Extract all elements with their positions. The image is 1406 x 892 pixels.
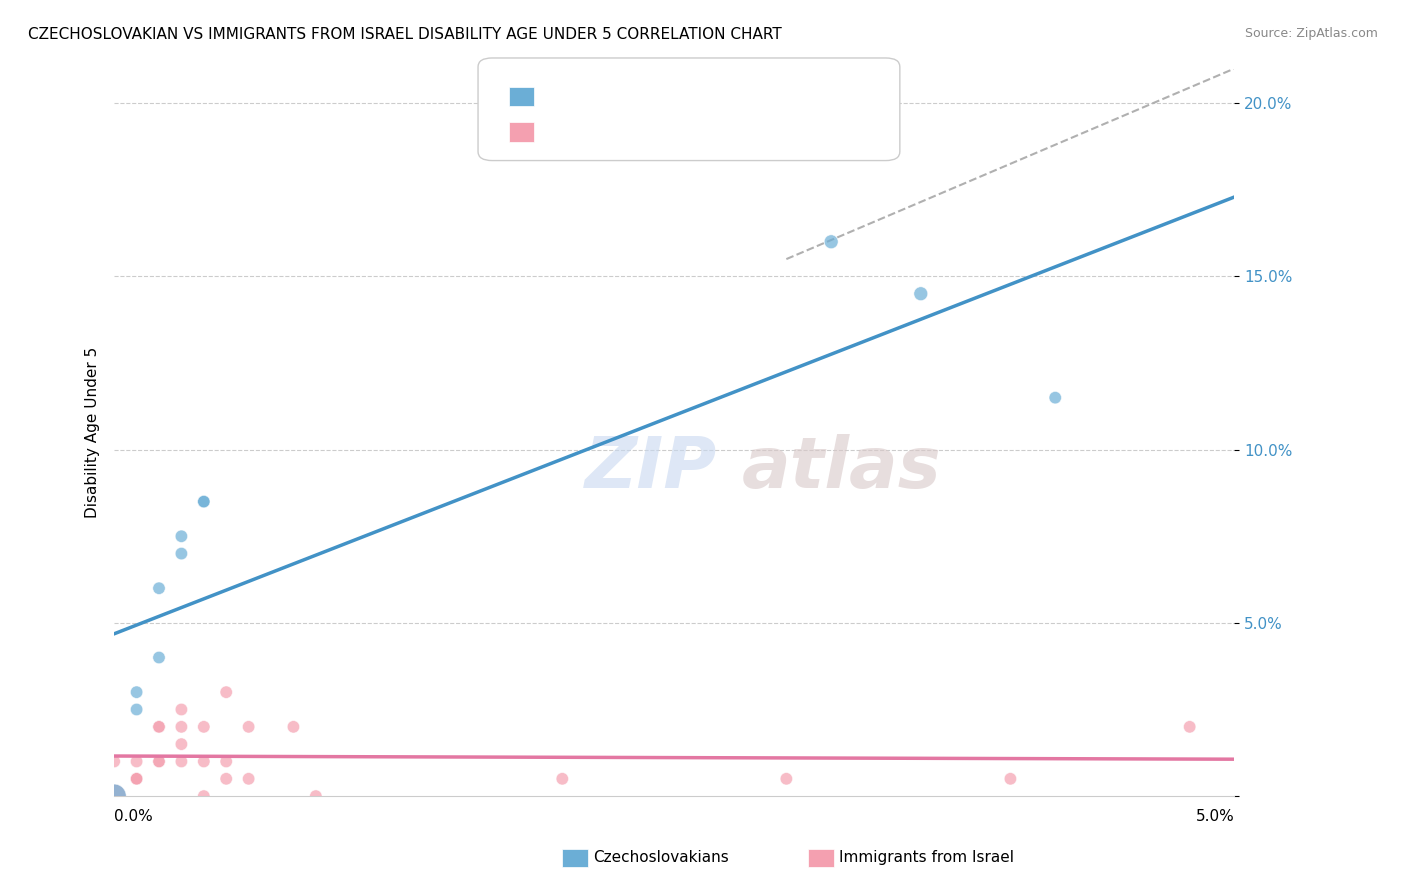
Point [193, 789, 215, 804]
Point [125, 772, 148, 786]
Text: CZECHOSLOVAKIAN VS IMMIGRANTS FROM ISRAEL DISABILITY AGE UNDER 5 CORRELATION CHA: CZECHOSLOVAKIAN VS IMMIGRANTS FROM ISRAE… [28, 27, 782, 42]
Point [148, 720, 170, 734]
Point [170, 755, 193, 769]
Point [193, 755, 215, 769]
Point [215, 772, 238, 786]
Text: 0.0%: 0.0% [114, 809, 153, 824]
Point [170, 702, 193, 716]
Point [125, 772, 148, 786]
Point [775, 772, 797, 786]
Point [170, 737, 193, 751]
Point [170, 720, 193, 734]
Point [125, 685, 148, 699]
Text: R = -0.174   N = 28: R = -0.174 N = 28 [540, 124, 690, 138]
Text: Source: ZipAtlas.com: Source: ZipAtlas.com [1244, 27, 1378, 40]
Point [148, 755, 170, 769]
Text: Immigrants from Israel: Immigrants from Israel [839, 850, 1014, 864]
Point [238, 772, 260, 786]
Point [103, 789, 125, 804]
Point [238, 720, 260, 734]
Point [125, 755, 148, 769]
Point [103, 789, 125, 804]
Point [910, 286, 932, 301]
Point [103, 755, 125, 769]
Text: 5.0%: 5.0% [1195, 809, 1234, 824]
Point [820, 235, 842, 249]
Point [170, 529, 193, 543]
Text: ZIP: ZIP [585, 434, 717, 503]
Point [1000, 772, 1022, 786]
Point [1045, 391, 1067, 405]
Point [148, 581, 170, 595]
Point [215, 755, 238, 769]
Point [551, 772, 574, 786]
Point [125, 702, 148, 716]
Point [125, 772, 148, 786]
Point [170, 547, 193, 561]
Point [305, 789, 328, 804]
Point [148, 755, 170, 769]
Point [193, 494, 215, 508]
Point [283, 720, 305, 734]
Point [193, 720, 215, 734]
Text: Czechoslovakians: Czechoslovakians [593, 850, 730, 864]
Point [1178, 720, 1201, 734]
Text: R =  0.901   N =  11: R = 0.901 N = 11 [540, 88, 695, 103]
Point [193, 494, 215, 508]
Point [148, 650, 170, 665]
Point [215, 685, 238, 699]
Text: atlas: atlas [741, 434, 941, 503]
Y-axis label: Disability Age Under 5: Disability Age Under 5 [86, 347, 100, 518]
Point [148, 720, 170, 734]
